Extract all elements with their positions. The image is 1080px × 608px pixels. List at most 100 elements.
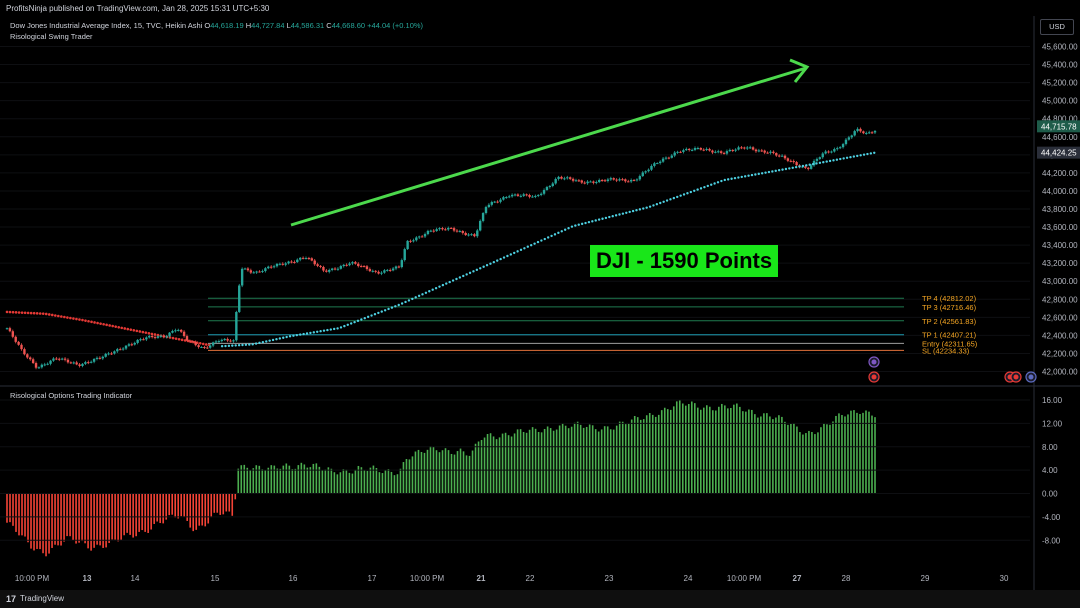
candle-body (130, 344, 134, 346)
price-tag-label: 44,424.25 (1041, 149, 1077, 158)
price-tag-label: 44,715.78 (1041, 122, 1077, 131)
ma-line-dot (299, 333, 302, 336)
y-tick-label: 45,200.00 (1042, 79, 1078, 88)
footer-brand[interactable]: TradingView (20, 594, 65, 603)
ma-line-dot (869, 152, 873, 155)
candle-body (359, 266, 363, 268)
ma-line-dot (689, 190, 693, 194)
y-tick-label: 42,200.00 (1042, 349, 1078, 358)
ma-line-dot (383, 309, 387, 312)
x-tick-label: 17 (368, 574, 377, 583)
candle-body (449, 227, 453, 229)
candle-body (40, 364, 44, 368)
ma-line-dot (563, 228, 567, 231)
candle-body (705, 148, 708, 150)
level-label: SL (42234.33) (922, 346, 970, 355)
ma-line-dot (523, 247, 526, 250)
ma-line-dot (577, 223, 580, 226)
candle-body (621, 179, 624, 181)
ma-line-dot (526, 245, 529, 248)
candle-body (464, 232, 467, 236)
y-tick-label: 45,000.00 (1042, 97, 1078, 106)
ma-line-dot (248, 343, 251, 346)
y-tick-label: 44,200.00 (1042, 169, 1078, 178)
ma-line-dot (648, 205, 652, 208)
ma-line-dot (394, 305, 397, 308)
candle-body (783, 155, 787, 159)
candle-body (458, 231, 462, 233)
candle-body (307, 258, 311, 260)
indicator-legend-options[interactable]: Risological Options Trading Indicator (10, 391, 133, 400)
ma-line-dot (499, 257, 502, 261)
candle-body (728, 149, 732, 152)
ma-line-dot (326, 328, 329, 332)
candle-body (304, 258, 308, 260)
price-tag-bg (1037, 120, 1080, 133)
ma-line-dot (801, 164, 805, 168)
ma-line-dot (601, 217, 604, 220)
candle-body (827, 151, 830, 153)
price-chart[interactable]: 10:00 PM 13 14 15 16 17 10:00 PM 21 22 23 24 10:00 … (0, 0, 1080, 590)
candle-body (365, 266, 369, 270)
red-line-dot (72, 317, 75, 320)
candle-body (5, 328, 9, 330)
candle-body (418, 236, 421, 238)
candle-body (14, 336, 17, 342)
red-line-dot (204, 343, 208, 346)
ma-line-dot (750, 173, 754, 177)
candle-body (455, 230, 459, 232)
candle-body (452, 228, 456, 231)
candle-body (551, 183, 554, 187)
ma-line-dot (485, 264, 489, 267)
ma-line-dot (319, 330, 322, 333)
candle-body (209, 345, 212, 348)
candle-body (867, 132, 871, 134)
red-line-dot (41, 312, 45, 315)
ma-line-dot (516, 250, 519, 253)
candle-body (577, 180, 581, 182)
candle-body (513, 194, 517, 196)
trend-arrow-shaft (290, 66, 807, 227)
candle-body (635, 179, 639, 181)
ma-line-dot (764, 171, 767, 174)
candle-body (232, 340, 235, 342)
candle-body (133, 342, 136, 345)
candle-body (647, 169, 650, 172)
red-line-dot (96, 321, 99, 325)
candle-body (676, 151, 679, 153)
candle-body (20, 344, 23, 350)
candle-body (348, 263, 351, 266)
symbol-legend[interactable]: Dow Jones Industrial Average Index, 15, … (10, 21, 423, 30)
candle-body (847, 137, 851, 140)
red-line-dot (84, 319, 87, 322)
currency-button[interactable]: USD (1040, 19, 1074, 35)
ma-line-dot (265, 340, 268, 343)
red-line-dot (171, 336, 175, 340)
candle-body (644, 171, 647, 173)
red-line-dot (153, 333, 157, 336)
red-line-dot (60, 315, 63, 318)
hist-y-tick-label: -4.00 (1042, 513, 1061, 522)
candle-body (574, 180, 578, 182)
ma-line-dot (635, 209, 638, 212)
indicator-legend-swing[interactable]: Risological Swing Trader (10, 32, 93, 41)
red-line-dot (111, 324, 114, 328)
y-tick-label: 43,200.00 (1042, 259, 1078, 268)
candle-body (426, 230, 430, 235)
ma-line-dot (390, 306, 394, 309)
ma-line-dot (489, 262, 492, 265)
ma-line-dot (747, 174, 750, 177)
y-tick-label: 45,400.00 (1042, 61, 1078, 70)
publish-header: ProfitsNinja published on TradingView.co… (0, 0, 1080, 16)
candle-body (778, 155, 781, 157)
candle-body (101, 356, 104, 359)
candle-body (859, 128, 862, 132)
candle-body (586, 181, 589, 184)
candle-body (804, 166, 807, 168)
ma-line-dot (832, 159, 835, 162)
candle-body (612, 178, 615, 180)
ma-line-dot (455, 277, 458, 281)
y-tick-label: 42,600.00 (1042, 313, 1078, 322)
ma-line-dot (285, 335, 288, 339)
ma-line-dot (231, 344, 234, 347)
